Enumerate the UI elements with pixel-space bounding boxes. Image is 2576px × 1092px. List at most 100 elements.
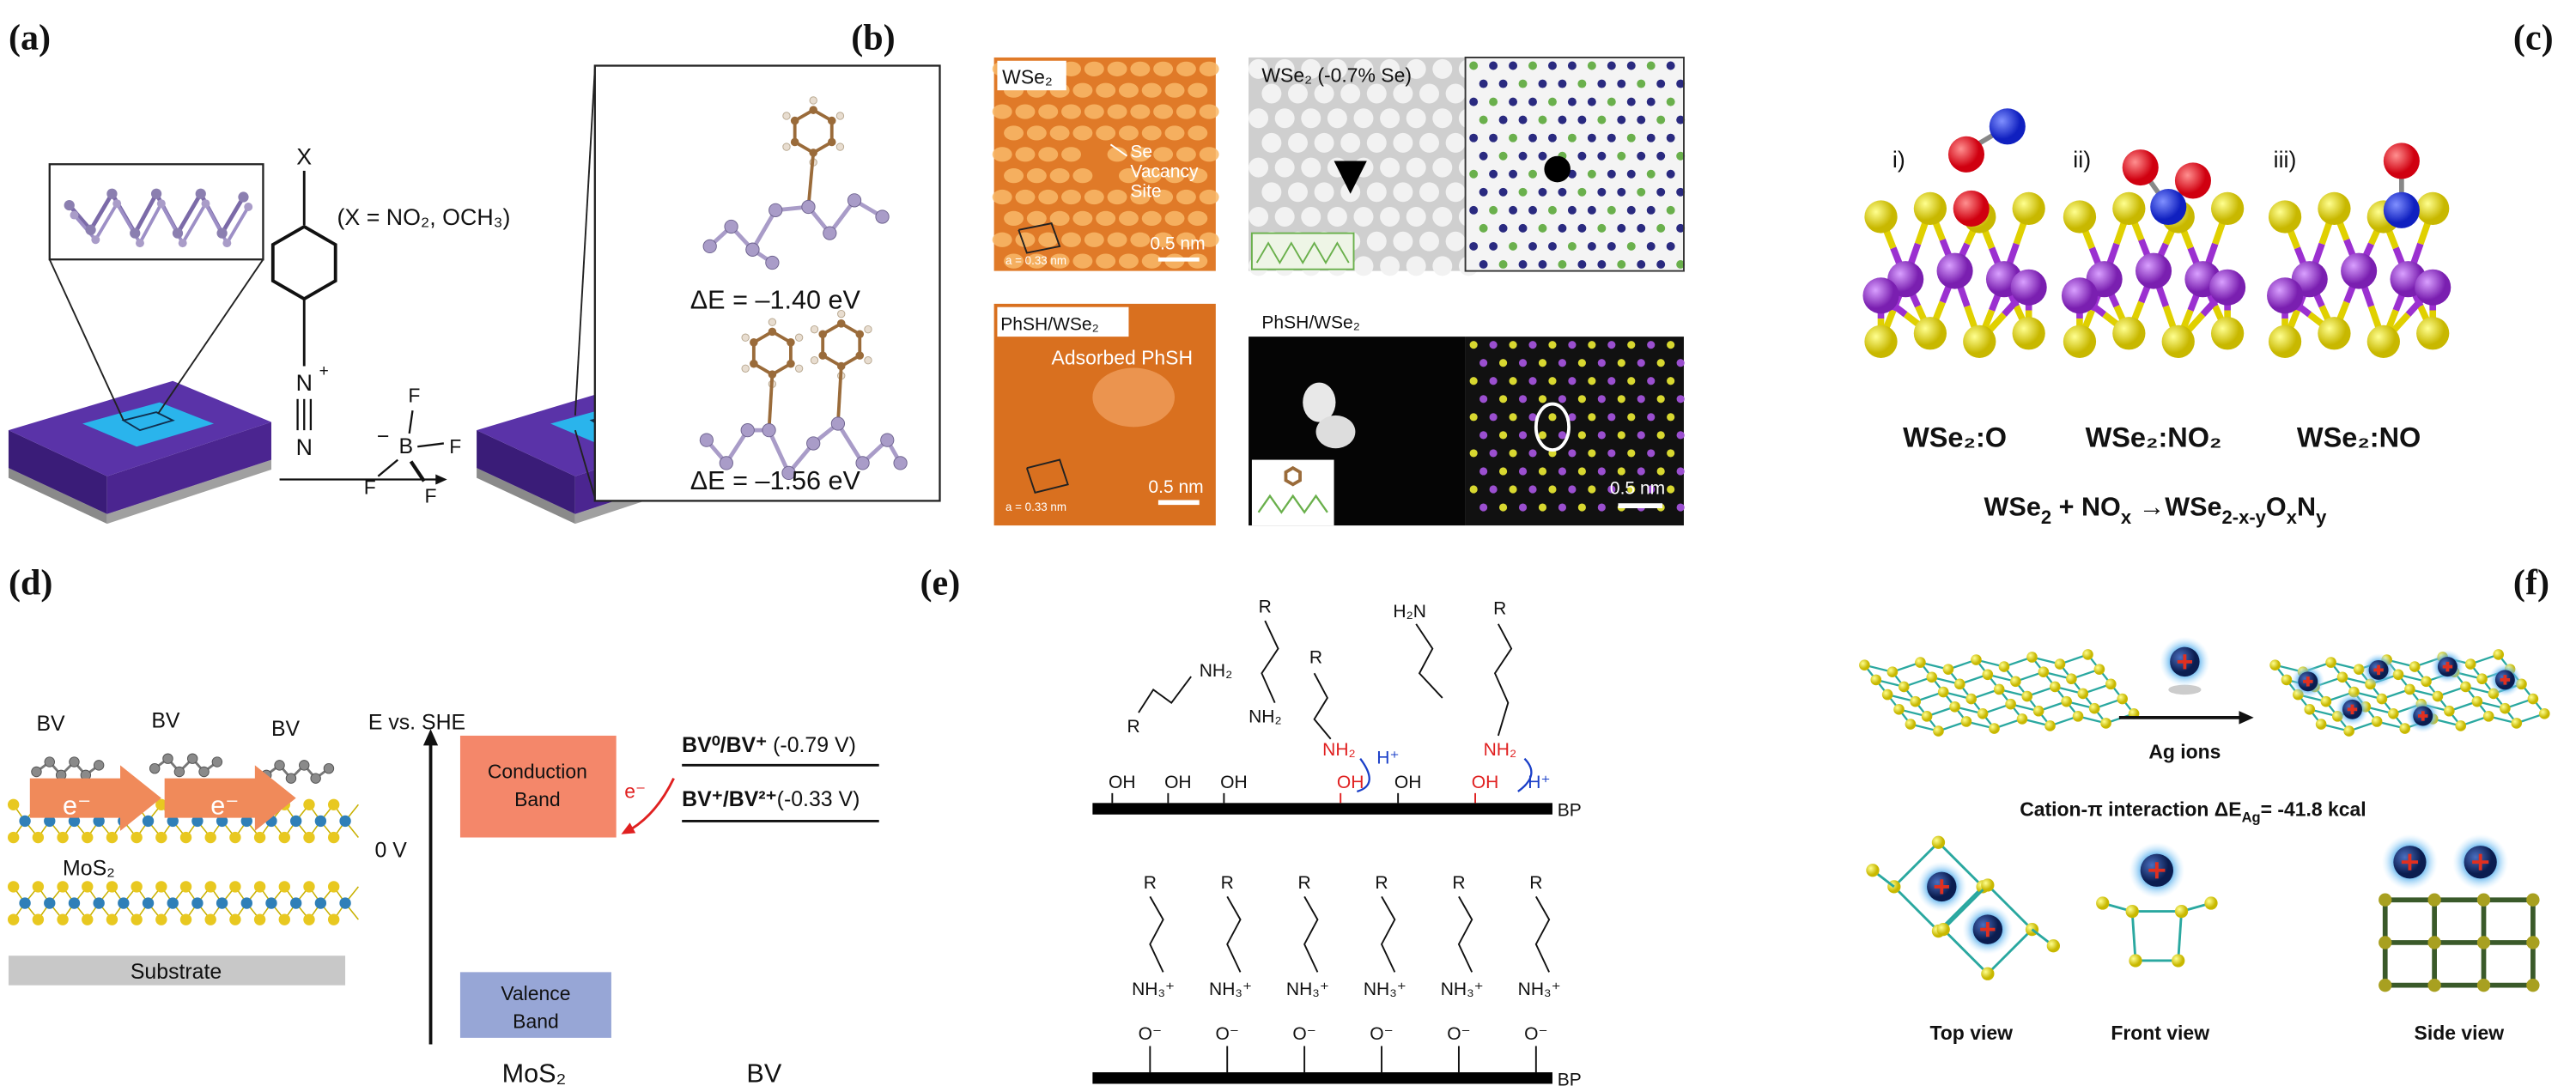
- lattice-atom: [1558, 259, 1567, 269]
- stem-spot: [1288, 83, 1308, 104]
- lattice-atom: [1676, 79, 1686, 88]
- lattice-atom: [1538, 223, 1547, 233]
- atom-label: F: [408, 385, 420, 407]
- phosphorus: [2427, 979, 2441, 992]
- stem-spot: [1366, 182, 1387, 203]
- lattice-atom: [1597, 431, 1606, 440]
- molybdenum: [240, 815, 252, 828]
- molybdenum: [191, 815, 204, 828]
- atom: [809, 106, 817, 114]
- lattice-atom: [1667, 413, 1675, 422]
- lattice-atom: [1489, 97, 1498, 106]
- lattice-atom: [1617, 187, 1626, 197]
- lattice-atom: [1597, 187, 1607, 197]
- lattice-atom: [1597, 259, 1607, 269]
- phosphorus: [2476, 893, 2491, 907]
- unit-cell: [1018, 222, 1061, 254]
- line: [574, 429, 596, 498]
- lattice-atom: [1676, 395, 1685, 403]
- tungsten: [2415, 269, 2451, 306]
- group-label: NH₂: [1322, 740, 1356, 760]
- lattice-atom: [1637, 259, 1646, 269]
- lattice-atom: [1577, 259, 1587, 269]
- adsorbate: [1534, 402, 1571, 452]
- lattice-atom: [1489, 341, 1498, 349]
- lattice-atom: [1656, 223, 1666, 233]
- lattice-atom: [1627, 449, 1636, 458]
- stm-spot: [1096, 82, 1116, 98]
- stm-spot: [1130, 61, 1151, 76]
- selenium: [2210, 317, 2245, 350]
- chain: [1226, 895, 1242, 973]
- atom: [130, 228, 141, 239]
- lattice-atom: [1607, 61, 1616, 70]
- molybdenum: [118, 897, 130, 909]
- lattice-atom: [1518, 503, 1528, 512]
- stem-spot: [1249, 108, 1269, 129]
- charge: −: [377, 424, 390, 448]
- stem-spot: [1315, 415, 1356, 449]
- atom: [830, 416, 846, 431]
- lattice-atom: [1558, 467, 1567, 476]
- atom: [855, 351, 865, 360]
- molybdenum: [44, 815, 56, 828]
- lattice-atom: [1567, 97, 1577, 106]
- lattice-atom: [1656, 187, 1666, 197]
- phosphorus: [2088, 702, 2100, 714]
- stem-spot: [1380, 157, 1400, 178]
- stm-spot: [1176, 189, 1196, 205]
- lattice-atom: [1588, 449, 1596, 458]
- nitrogen: [2150, 188, 2187, 226]
- phosphorus: [1859, 659, 1870, 670]
- chain: [705, 420, 902, 477]
- stem-spot: [1249, 58, 1269, 79]
- group-label: R: [1309, 648, 1322, 668]
- lattice-atom: [1607, 97, 1616, 106]
- stm-spot: [1164, 125, 1185, 141]
- lattice-atom: [1646, 133, 1656, 143]
- hydrogen: [837, 309, 846, 318]
- stm-spot: [1199, 232, 1219, 247]
- stm-spot: [1153, 104, 1174, 119]
- phosphorus: [1931, 835, 1946, 849]
- lattice-atom: [1518, 115, 1528, 124]
- group-label: NH₃⁺: [1209, 980, 1252, 999]
- tungsten: [2061, 277, 2099, 314]
- lattice-atom: [1528, 97, 1537, 106]
- atom-label: N: [296, 370, 313, 396]
- substituent: X: [296, 143, 312, 169]
- stm-spot: [1176, 147, 1196, 162]
- lattice-atom: [1647, 341, 1656, 349]
- lattice-atom: [1577, 359, 1586, 367]
- lattice-atom: [1587, 61, 1596, 70]
- line: [417, 442, 444, 448]
- phosphorus: [2421, 676, 2432, 688]
- bond: [2177, 911, 2183, 962]
- atom: [699, 433, 714, 447]
- phosphorus: [1998, 661, 2010, 672]
- phosphorus: [2125, 904, 2139, 919]
- lattice-atom: [1518, 151, 1528, 161]
- stm-spot: [1038, 232, 1059, 247]
- atom: [801, 199, 816, 215]
- category-label: MoS₂: [502, 1059, 567, 1089]
- stem-spot: [1288, 132, 1308, 153]
- lattice-atom: [1489, 413, 1498, 422]
- unit-cell: [1025, 458, 1069, 494]
- molybdenum: [142, 815, 155, 828]
- atom: [201, 199, 210, 209]
- molybdenum: [339, 897, 351, 909]
- lattice-atom: [1617, 259, 1626, 269]
- lattice-atom: [1547, 97, 1557, 106]
- lattice-atom: [1637, 467, 1645, 476]
- redox-couple: BV⁺/BV²⁺(-0.33 V): [682, 787, 860, 811]
- hydrogen: [794, 333, 804, 342]
- selenium: [2063, 200, 2097, 234]
- lattice-atom: [1587, 97, 1596, 106]
- stm-spot: [1072, 125, 1093, 141]
- lattice-atom: [1528, 341, 1537, 349]
- atom: [836, 361, 846, 371]
- panel-label: (a): [9, 18, 51, 58]
- molybdenum: [142, 897, 155, 909]
